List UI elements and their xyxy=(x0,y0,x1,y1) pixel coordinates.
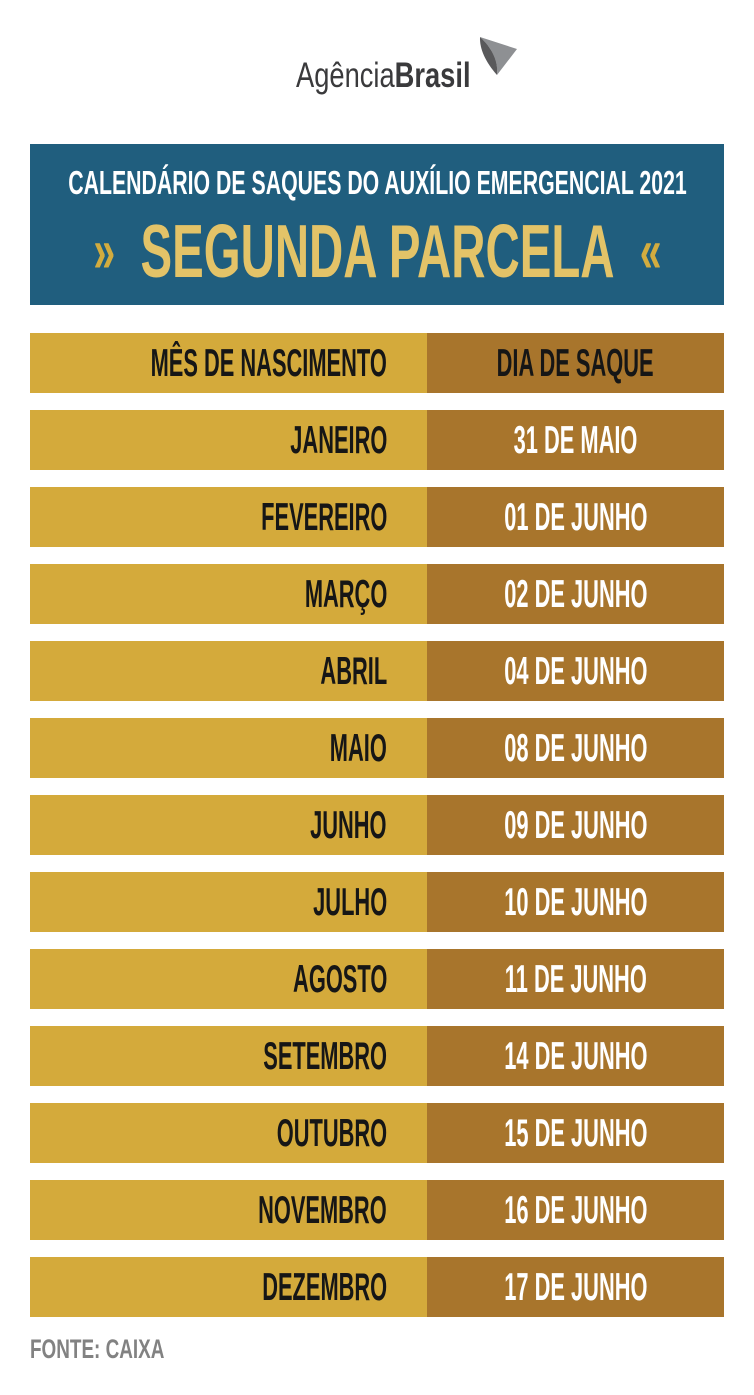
table-row: FEVEREIRO 01 DE JUNHO xyxy=(30,487,724,547)
month-label: JULHO xyxy=(312,880,387,924)
day-cell: 08 DE JUNHO xyxy=(427,718,724,778)
month-cell: FEVEREIRO xyxy=(30,487,427,547)
chevron-right-icon: » xyxy=(92,217,115,286)
calendar-table: MÊS DE NASCIMENTO DIA DE SAQUE JANEIRO 31… xyxy=(30,333,724,1334)
day-cell: 09 DE JUNHO xyxy=(427,795,724,855)
banner-title-line: CALENDÁRIO DE SAQUES DO AUXÍLIO EMERGENC… xyxy=(30,166,724,199)
table-row: JUNHO 09 DE JUNHO xyxy=(30,795,724,855)
banner-subtitle-line: » SEGUNDA PARCELA « xyxy=(30,212,724,290)
month-column-header: MÊS DE NASCIMENTO xyxy=(150,341,387,385)
day-label: 10 DE JUNHO xyxy=(503,880,648,924)
table-row: MARÇO 02 DE JUNHO xyxy=(30,564,724,624)
day-label: 16 DE JUNHO xyxy=(503,1188,648,1232)
table-header-row: MÊS DE NASCIMENTO DIA DE SAQUE xyxy=(30,333,724,393)
table-row: ABRIL 04 DE JUNHO xyxy=(30,641,724,701)
day-cell: 14 DE JUNHO xyxy=(427,1026,724,1086)
title-banner: CALENDÁRIO DE SAQUES DO AUXÍLIO EMERGENC… xyxy=(30,144,724,305)
month-label: SETEMBRO xyxy=(263,1034,387,1078)
table-row: JANEIRO 31 DE MAIO xyxy=(30,410,724,470)
source-text: FONTE: CAIXA xyxy=(30,1334,165,1364)
month-label: ABRIL xyxy=(320,649,387,693)
banner-title: CALENDÁRIO DE SAQUES DO AUXÍLIO EMERGENC… xyxy=(67,164,687,201)
table-row: OUTUBRO 15 DE JUNHO xyxy=(30,1103,724,1163)
month-label: MARÇO xyxy=(304,572,387,616)
day-label: 08 DE JUNHO xyxy=(503,726,648,770)
month-cell: AGOSTO xyxy=(30,949,427,1009)
month-cell: JANEIRO xyxy=(30,410,427,470)
month-label: FEVEREIRO xyxy=(260,495,387,539)
day-label: 14 DE JUNHO xyxy=(503,1034,648,1078)
month-label: JANEIRO xyxy=(289,418,387,462)
day-column-header: DIA DE SAQUE xyxy=(497,341,654,385)
day-cell: 17 DE JUNHO xyxy=(427,1257,724,1317)
day-cell: 04 DE JUNHO xyxy=(427,641,724,701)
day-cell: 31 DE MAIO xyxy=(427,410,724,470)
month-cell: MAIO xyxy=(30,718,427,778)
day-label: 31 DE MAIO xyxy=(513,418,638,462)
month-label: JUNHO xyxy=(310,803,387,847)
month-cell: JUNHO xyxy=(30,795,427,855)
source-note: FONTE: CAIXA xyxy=(30,1334,222,1364)
day-cell: 16 DE JUNHO xyxy=(427,1180,724,1240)
table-row: MAIO 08 DE JUNHO xyxy=(30,718,724,778)
day-cell: 10 DE JUNHO xyxy=(427,872,724,932)
month-cell: NOVEMBRO xyxy=(30,1180,427,1240)
chevron-left-icon: « xyxy=(639,217,662,286)
day-cell: 02 DE JUNHO xyxy=(427,564,724,624)
table-row: SETEMBRO 14 DE JUNHO xyxy=(30,1026,724,1086)
day-cell: 01 DE JUNHO xyxy=(427,487,724,547)
month-cell: DEZEMBRO xyxy=(30,1257,427,1317)
table-row: AGOSTO 11 DE JUNHO xyxy=(30,949,724,1009)
month-cell: ABRIL xyxy=(30,641,427,701)
agencia-brasil-logo: AgênciaBrasil xyxy=(296,37,520,98)
day-label: 02 DE JUNHO xyxy=(503,572,648,616)
month-cell: JULHO xyxy=(30,872,427,932)
table-row: DEZEMBRO 17 DE JUNHO xyxy=(30,1257,724,1317)
banner-subtitle: SEGUNDA PARCELA xyxy=(139,209,615,293)
banner-subtitle-group: » SEGUNDA PARCELA « xyxy=(93,212,661,290)
month-header-cell: MÊS DE NASCIMENTO xyxy=(30,333,427,393)
day-cell: 15 DE JUNHO xyxy=(427,1103,724,1163)
table-row: JULHO 10 DE JUNHO xyxy=(30,872,724,932)
day-label: 11 DE JUNHO xyxy=(504,957,647,1001)
month-label: MAIO xyxy=(329,726,387,770)
month-label: AGOSTO xyxy=(292,957,387,1001)
month-cell: SETEMBRO xyxy=(30,1026,427,1086)
day-label: 17 DE JUNHO xyxy=(503,1265,648,1309)
month-cell: MARÇO xyxy=(30,564,427,624)
month-label: NOVEMBRO xyxy=(258,1188,387,1232)
agencia-brasil-ribbon-icon xyxy=(479,37,517,75)
day-label: 01 DE JUNHO xyxy=(503,495,648,539)
table-row: NOVEMBRO 16 DE JUNHO xyxy=(30,1180,724,1240)
day-label: 15 DE JUNHO xyxy=(503,1111,648,1155)
day-label: 09 DE JUNHO xyxy=(503,803,648,847)
month-cell: OUTUBRO xyxy=(30,1103,427,1163)
day-header-cell: DIA DE SAQUE xyxy=(427,333,724,393)
logo-wordmark: AgênciaBrasil xyxy=(296,58,471,93)
day-label: 04 DE JUNHO xyxy=(503,649,648,693)
table-rows: JANEIRO 31 DE MAIO FEVEREIRO 01 DE JUNHO MAR… xyxy=(30,410,724,1317)
month-label: OUTUBRO xyxy=(276,1111,387,1155)
month-label: DEZEMBRO xyxy=(262,1265,387,1309)
logo-word-brasil: Brasil xyxy=(394,56,471,95)
day-cell: 11 DE JUNHO xyxy=(427,949,724,1009)
logo-word-agencia: Agência xyxy=(296,56,395,95)
